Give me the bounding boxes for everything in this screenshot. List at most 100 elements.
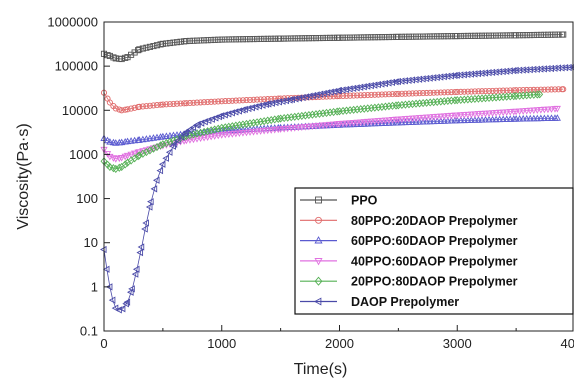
data-point [141, 225, 148, 233]
data-point [264, 127, 272, 135]
data-point [281, 35, 288, 42]
data-point [478, 88, 486, 95]
data-point [512, 115, 520, 122]
data-point [533, 65, 540, 73]
data-point [228, 122, 236, 131]
data-point [323, 34, 330, 41]
legend-swatch-marker [315, 196, 322, 204]
series-line [99, 63, 574, 314]
data-point [540, 106, 549, 114]
data-point [218, 36, 225, 43]
data-point [256, 128, 265, 135]
data-point [250, 36, 257, 43]
data-point [135, 151, 143, 160]
data-point [118, 305, 126, 313]
data-point [118, 155, 126, 162]
data-point [232, 36, 239, 43]
data-point [392, 90, 400, 98]
data-point [157, 101, 164, 108]
data-point [170, 136, 177, 145]
data-point [201, 37, 208, 44]
data-point [464, 111, 472, 119]
data-point [551, 31, 559, 38]
data-point [190, 99, 197, 106]
data-point [457, 32, 464, 40]
data-point [412, 118, 420, 125]
y-tick-label: 1000000 [47, 15, 98, 30]
data-point [385, 117, 393, 124]
data-point [260, 127, 268, 135]
data-point [555, 86, 562, 93]
data-point [374, 118, 382, 125]
data-point [106, 138, 114, 145]
data-point [357, 34, 364, 41]
y-tick-label: 1000 [69, 147, 98, 162]
data-point [368, 91, 375, 98]
data-point [243, 36, 250, 43]
data-point [221, 123, 229, 132]
data-point [193, 129, 201, 138]
data-point [170, 39, 177, 46]
data-point [128, 105, 135, 112]
data-point [412, 90, 420, 97]
data-point [456, 71, 464, 79]
data-point [211, 133, 219, 140]
data-point [181, 100, 188, 107]
data-point [488, 115, 497, 123]
data-point [560, 31, 567, 38]
data-point [450, 71, 458, 80]
data-point [295, 35, 302, 42]
data-point [298, 124, 306, 131]
legend-item: 80PPO:20DAOP Prepolymer [300, 214, 518, 228]
x-tick-label: 0 [100, 336, 107, 351]
data-point [123, 152, 132, 160]
data-point [319, 109, 327, 118]
data-point [441, 89, 448, 96]
data-point [440, 73, 447, 81]
data-point [246, 96, 254, 103]
data-point [218, 123, 226, 132]
data-point [430, 117, 438, 125]
data-point [530, 114, 538, 122]
data-point [136, 248, 144, 257]
data-point [261, 96, 268, 103]
data-point [492, 110, 500, 117]
data-point [423, 33, 430, 40]
data-point [385, 91, 393, 98]
data-point [448, 33, 455, 40]
data-point [291, 35, 298, 42]
series-path [103, 93, 540, 170]
data-point [485, 115, 493, 123]
data-point [402, 90, 409, 97]
data-point [411, 75, 419, 84]
data-point [333, 107, 341, 116]
data-point [242, 129, 251, 137]
data-point [246, 119, 254, 128]
data-point [347, 92, 354, 99]
data-point [416, 33, 423, 40]
data-point [207, 126, 215, 135]
data-point [496, 32, 503, 39]
data-point [427, 89, 434, 96]
data-point [124, 106, 131, 113]
data-point [239, 130, 247, 137]
data-point [153, 102, 161, 109]
data-point [112, 105, 119, 112]
data-point [481, 69, 489, 77]
data-point [250, 118, 257, 127]
data-point [371, 119, 379, 127]
data-point [347, 34, 354, 41]
data-point [346, 120, 354, 127]
data-point [510, 92, 518, 101]
data-point [371, 34, 378, 41]
data-point [530, 31, 537, 39]
y-axis-ticks: 0.1 1 10 100 1000 10000 100000 1000000 [47, 15, 110, 339]
data-point [371, 118, 379, 125]
data-point [105, 283, 113, 291]
data-point [323, 108, 330, 117]
data-point [181, 129, 188, 137]
data-point [165, 148, 173, 156]
data-point [150, 144, 157, 153]
data-point [274, 114, 282, 123]
data-point [441, 33, 448, 40]
